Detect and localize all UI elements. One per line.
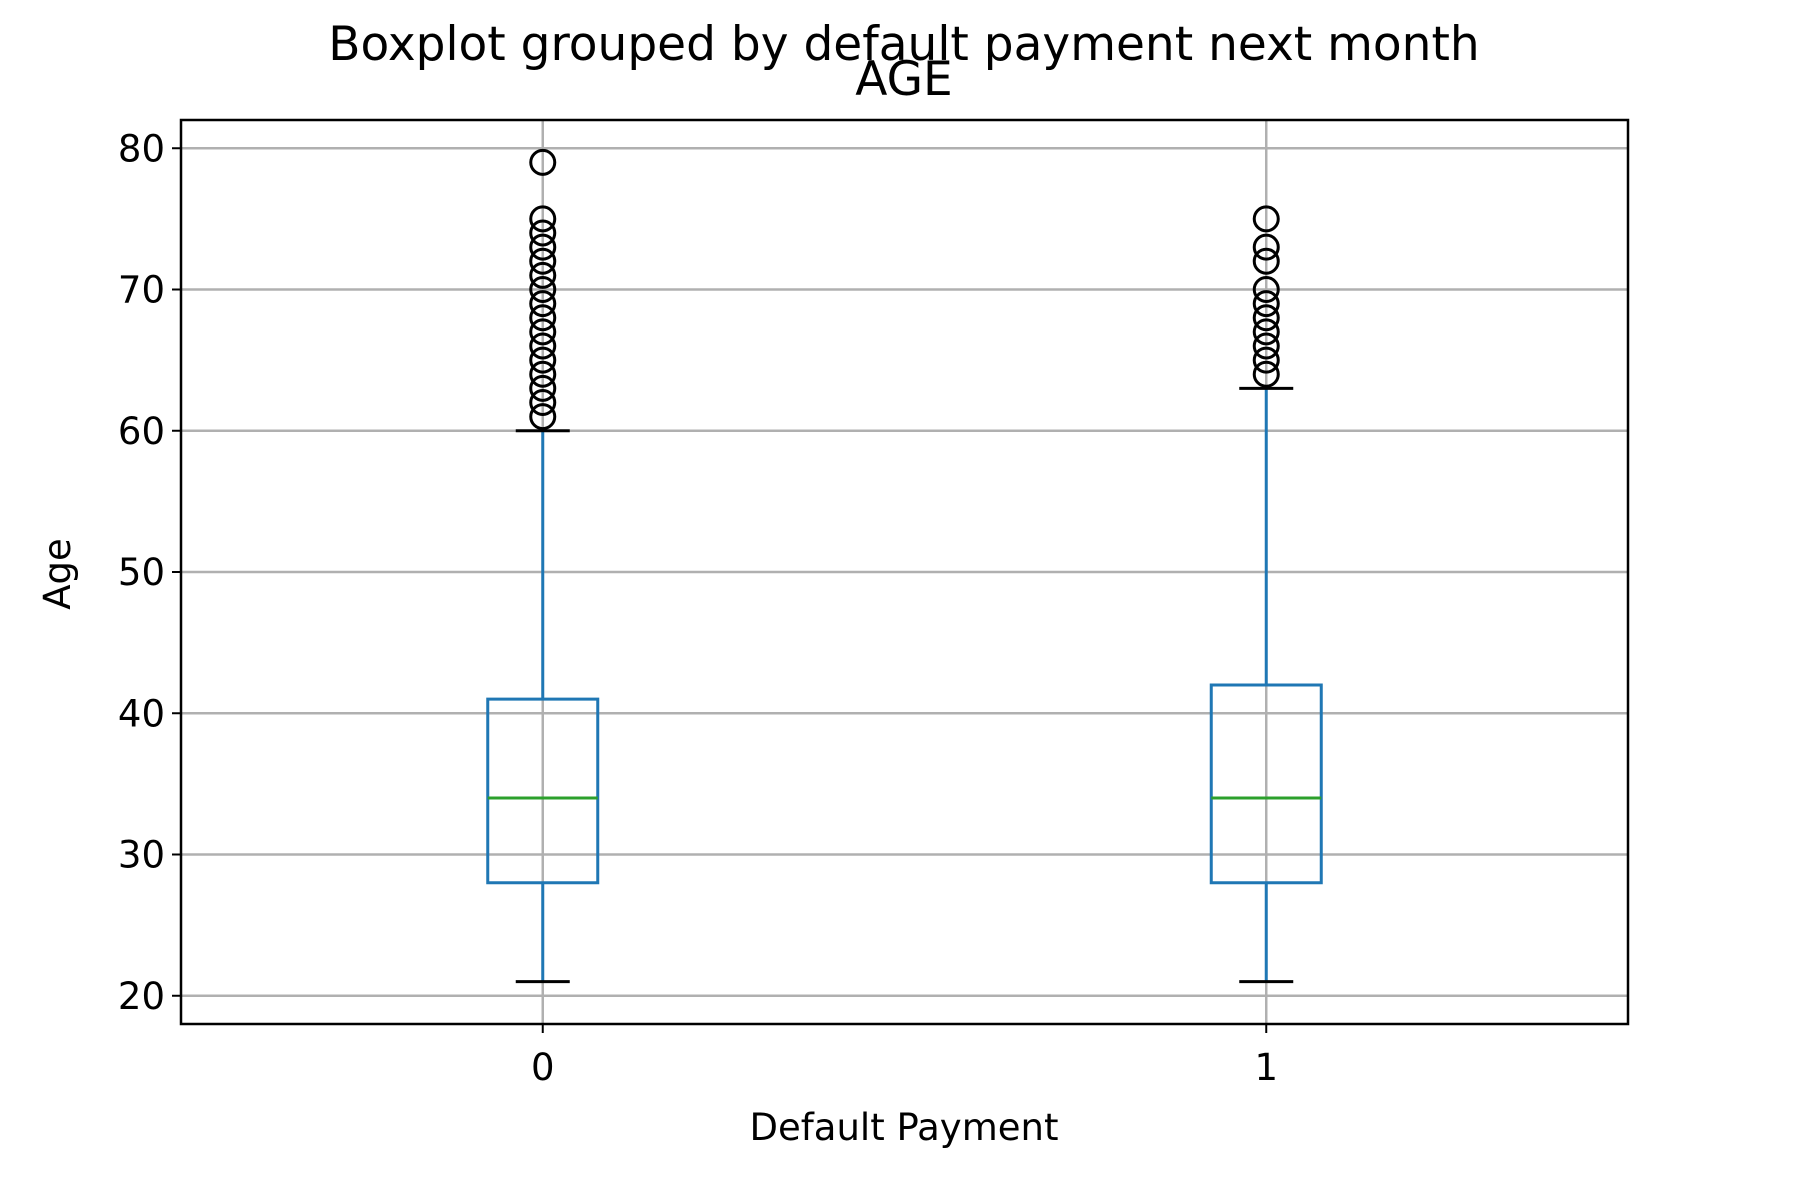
outlier-point: [529, 233, 557, 261]
y-tick-label: 30: [118, 834, 165, 877]
box-group-0: [486, 148, 600, 984]
outlier-point: [529, 346, 557, 374]
outlier-point: [1252, 332, 1280, 360]
outlier-point: [529, 205, 557, 233]
outlier-point: [1252, 318, 1280, 346]
outlier-point: [529, 148, 557, 176]
outlier-point: [529, 332, 557, 360]
chart-title: AGE: [855, 52, 952, 107]
outlier-point: [1252, 233, 1280, 261]
outlier-point: [529, 403, 557, 431]
outlier-point: [529, 276, 557, 303]
outlier-point: [1252, 346, 1280, 374]
outlier-point: [529, 374, 557, 402]
box-group-1: [1209, 205, 1323, 984]
outlier-point: [1252, 360, 1280, 388]
outlier-point: [1252, 276, 1280, 303]
y-tick-label: 60: [118, 410, 165, 453]
outlier-point: [1252, 205, 1280, 233]
outlier-point: [529, 261, 557, 289]
outlier-point: [1252, 247, 1280, 275]
outlier-point: [529, 318, 557, 346]
grid-layer: [181, 120, 1628, 1024]
outlier-point: [1252, 304, 1280, 332]
y-tick-label: 40: [118, 692, 165, 735]
x-tick-label: 0: [531, 1046, 555, 1089]
y-tick-label: 70: [118, 269, 165, 312]
plot-frame: [179, 118, 1630, 1026]
outlier-point: [529, 304, 557, 332]
x-axis-label: Default Payment: [750, 1106, 1059, 1149]
outlier-point: [529, 247, 557, 275]
iqr-box: [1209, 683, 1323, 885]
outlier-point: [529, 360, 557, 388]
y-tick-label: 80: [118, 127, 165, 170]
y-axis-label: Age: [36, 538, 79, 610]
y-tick-label: 20: [118, 975, 165, 1018]
outlier-point: [529, 219, 557, 247]
outlier-point: [529, 389, 557, 416]
tick-layer: 20 30 40 50 60 70 80 0 1: [118, 127, 1278, 1089]
y-tick-label: 50: [118, 551, 165, 594]
box-layer: [486, 148, 1323, 984]
iqr-box: [486, 697, 600, 885]
outlier-point: [1252, 290, 1280, 318]
outlier-point: [529, 290, 557, 318]
suptitle: Boxplot grouped by default payment next …: [328, 17, 1479, 72]
x-tick-label: 1: [1254, 1046, 1278, 1089]
